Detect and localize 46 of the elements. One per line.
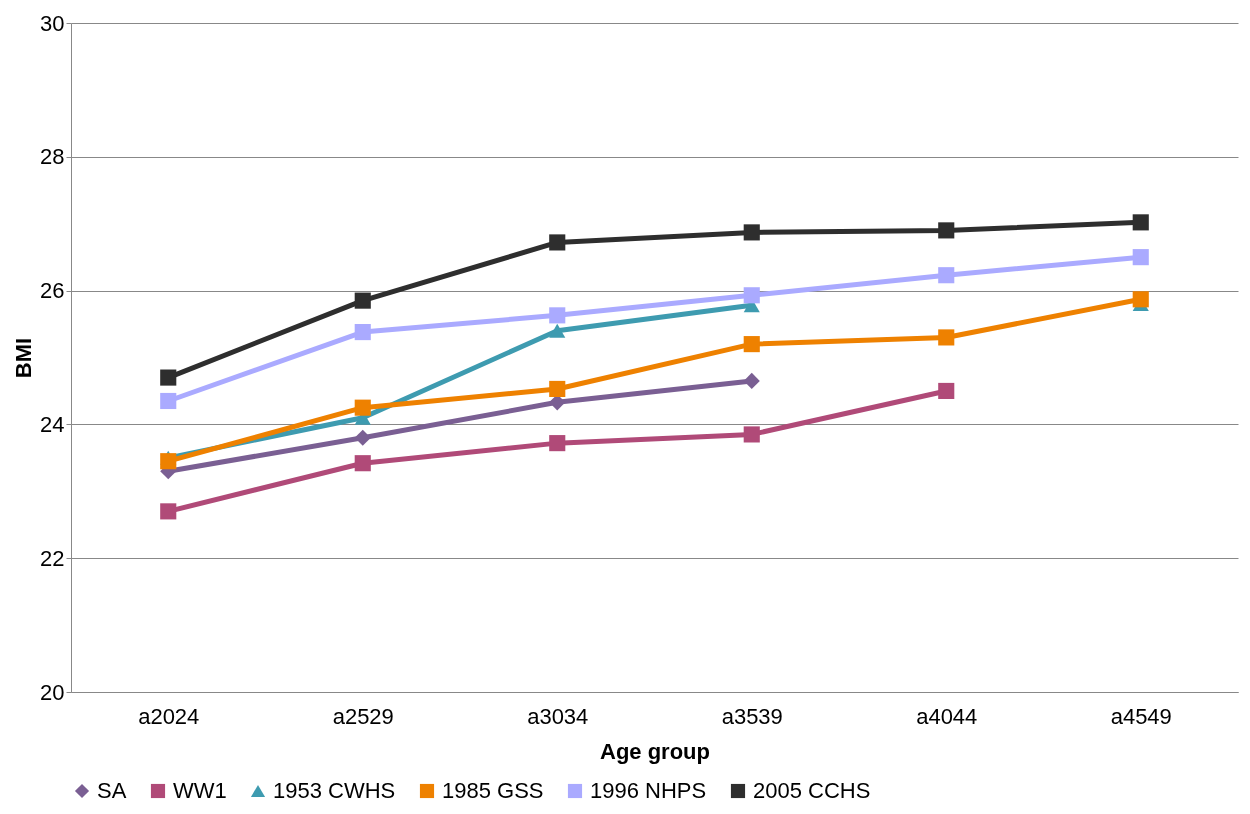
point: [549, 323, 566, 338]
point: [160, 503, 177, 520]
point: [743, 426, 760, 443]
x-tick-label: a4044: [916, 703, 978, 729]
x-tick-label: a2024: [138, 703, 200, 729]
y-tick-label: 30: [40, 10, 65, 36]
point: [743, 287, 760, 304]
point: [1132, 214, 1149, 231]
legend-label: WW1: [173, 778, 227, 803]
point: [160, 453, 177, 470]
point: [549, 307, 566, 324]
point: [743, 224, 760, 241]
point: [354, 429, 371, 446]
y-tick-label: 22: [40, 545, 65, 571]
legend-label: 1996 NHPS: [590, 778, 707, 803]
point: [938, 382, 955, 400]
point: [938, 329, 955, 346]
point: [549, 234, 566, 251]
point: [354, 399, 371, 416]
point: [743, 336, 760, 353]
y-tick-label: 28: [40, 144, 65, 170]
y-tick-label: 24: [40, 411, 65, 437]
x-tick-label: a2529: [332, 703, 394, 729]
y-tick-label: 26: [40, 278, 65, 304]
point: [354, 324, 371, 341]
x-tick-label: a3539: [721, 703, 783, 729]
x-tick-label: a3034: [527, 703, 589, 729]
y-axis-title: BMI: [11, 337, 37, 379]
y-tick-label: 20: [40, 679, 65, 705]
point: [938, 267, 955, 284]
point: [160, 369, 177, 386]
point: [160, 392, 177, 410]
legend-label: SA: [97, 778, 127, 803]
point: [1132, 249, 1149, 266]
legend-label: 1953 CWHS: [273, 778, 396, 803]
x-axis-title: Age group: [600, 738, 710, 764]
point: [938, 222, 955, 239]
legend-label: 1985 GSS: [442, 778, 544, 803]
x-tick-label: a4549: [1110, 703, 1172, 729]
legend-label: 2005 CCHS: [753, 778, 871, 803]
point: [354, 455, 371, 472]
point: [743, 372, 760, 389]
point: [1132, 291, 1149, 308]
point: [354, 292, 371, 309]
point: [549, 380, 566, 398]
point: [549, 435, 566, 452]
